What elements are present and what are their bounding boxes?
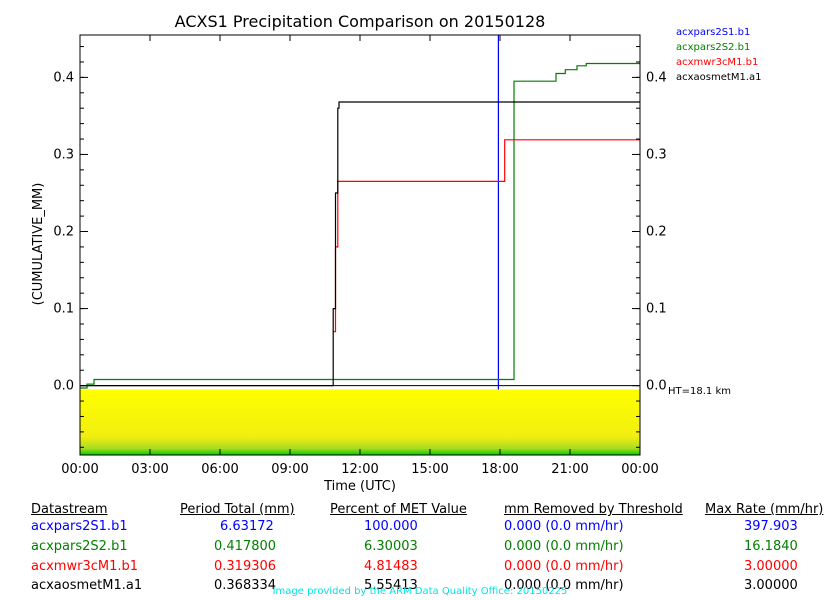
legend-entry-acxmwr3cM1.b1: acxmwr3cM1.b1 xyxy=(676,57,758,68)
row-datastream: acxmwr3cM1.b1 xyxy=(31,559,139,574)
legend-entry-acxpars2S1.b1: acxpars2S1.b1 xyxy=(676,27,750,38)
axis-ticks: 00:00 03:00 06:00 09:00 12:00 15:00 18:00 21:00… xyxy=(53,35,667,477)
stats-row: acxpars2S1.b1 6.63172 100.000 0.000 (0.0… xyxy=(0,519,840,537)
y-axis-label: (CUMULATIVE_MM) xyxy=(31,183,46,306)
x-tick-label: 03:00 xyxy=(131,462,168,477)
x-tick-label: 06:00 xyxy=(201,462,238,477)
stats-row: acxaosmetM1.a1 0.368334 5.55413 0.000 (0… xyxy=(0,578,840,596)
header-period-total: Period Total (mm) xyxy=(180,502,295,517)
image-credit: Image provided by the ARM Data Quality O… xyxy=(272,586,568,597)
row-removed: 0.000 (0.0 mm/hr) xyxy=(504,578,624,593)
row-total: 0.319306 xyxy=(214,559,277,574)
row-datastream: acxpars2S1.b1 xyxy=(31,519,128,534)
row-percent: 5.55413 xyxy=(364,578,418,593)
legend: acxpars2S1.b1 acxpars2S2.b1 acxmwr3cM1.b1 a… xyxy=(676,27,761,83)
row-datastream: acxpars2S2.b1 xyxy=(31,539,128,554)
header-datastream: Datastream xyxy=(31,502,108,517)
y-tick-label-right: 0.1 xyxy=(646,302,667,317)
y-tick-label-right: 0.3 xyxy=(646,147,667,162)
row-max-rate: 16.1840 xyxy=(744,539,798,554)
series-line-acxaosmetM1.a1 xyxy=(80,101,640,387)
precip-strip xyxy=(80,389,640,455)
x-tick-label: 15:00 xyxy=(411,462,448,477)
row-percent: 6.30003 xyxy=(364,539,418,554)
stats-row: acxpars2S2.b1 0.417800 6.30003 0.000 (0.… xyxy=(0,539,840,557)
y-tick-label: 0.2 xyxy=(53,225,74,240)
row-removed: 0.000 (0.0 mm/hr) xyxy=(504,539,624,554)
x-tick-label: 00:00 xyxy=(621,462,658,477)
row-datastream: acxaosmetM1.a1 xyxy=(31,578,143,593)
header-removed: mm Removed by Threshold xyxy=(504,502,683,517)
y-tick-label: 0.3 xyxy=(53,147,74,162)
x-tick-label: 21:00 xyxy=(551,462,588,477)
legend-entry-acxpars2S2.b1: acxpars2S2.b1 xyxy=(676,42,750,53)
y-tick-label-right: 0.4 xyxy=(646,70,667,85)
row-max-rate: 3.00000 xyxy=(744,559,798,574)
y-tick-label: 0.1 xyxy=(53,302,74,317)
x-tick-label: 12:00 xyxy=(341,462,378,477)
y-tick-label: 0.4 xyxy=(53,70,74,85)
y-tick-label-right: 0.0 xyxy=(646,379,667,394)
y-tick-label: 0.0 xyxy=(53,379,74,394)
row-total: 0.368334 xyxy=(214,578,277,593)
row-total: 6.63172 xyxy=(220,519,274,534)
x-tick-label: 18:00 xyxy=(481,462,518,477)
row-removed: 0.000 (0.0 mm/hr) xyxy=(504,559,624,574)
row-removed: 0.000 (0.0 mm/hr) xyxy=(504,519,624,534)
precipitation-chart: ACXS1 Precipitation Comparison on 201501… xyxy=(31,12,761,494)
row-total: 0.417800 xyxy=(214,539,277,554)
series-layer xyxy=(80,35,640,390)
row-max-rate: 397.903 xyxy=(744,519,798,534)
legend-entry-acxaosmetM1.a1: acxaosmetM1.a1 xyxy=(676,72,761,83)
row-max-rate: 3.00000 xyxy=(744,578,798,593)
y-tick-label-right: 0.2 xyxy=(646,225,667,240)
header-max-rate: Max Rate (mm/hr) xyxy=(705,502,824,517)
header-percent-met: Percent of MET Value xyxy=(330,502,467,517)
stats-row: acxmwr3cM1.b1 0.319306 4.81483 0.000 (0.… xyxy=(0,559,840,577)
stats-header: Datastream Period Total (mm) Percent of … xyxy=(0,502,840,520)
row-percent: 100.000 xyxy=(364,519,418,534)
x-axis-label: Time (UTC) xyxy=(323,479,396,494)
series-line-acxpars2S2.b1 xyxy=(80,62,640,389)
chart-title: ACXS1 Precipitation Comparison on 201501… xyxy=(175,12,546,31)
x-tick-label: 09:00 xyxy=(271,462,308,477)
row-percent: 4.81483 xyxy=(364,559,418,574)
x-tick-label: 00:00 xyxy=(61,462,98,477)
ht-annotation: HT=18.1 km xyxy=(668,386,731,397)
series-line-acxmwr3cM1.b1 xyxy=(332,139,640,333)
